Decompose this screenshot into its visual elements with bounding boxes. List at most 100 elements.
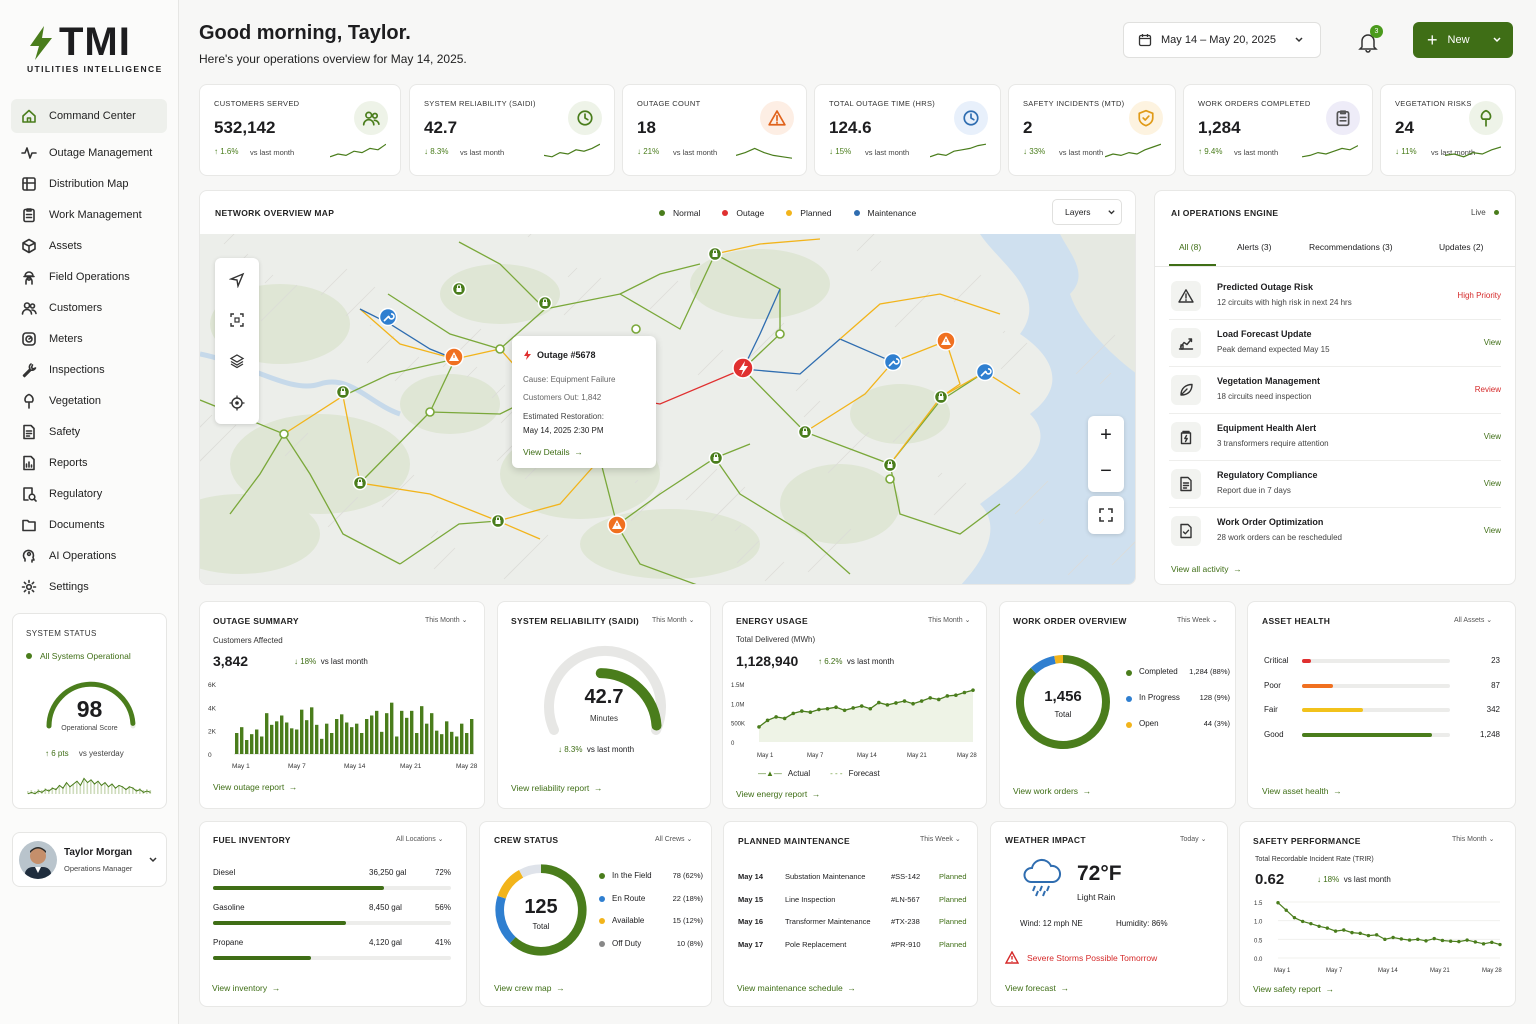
ai-tab[interactable]: Recommendations (3) <box>1309 242 1393 252</box>
sidebar-item-vegetation[interactable]: Vegetation <box>11 385 167 416</box>
sidebar-item-settings[interactable]: Settings <box>11 571 167 602</box>
outage-marker[interactable] <box>732 357 754 379</box>
node-marker[interactable] <box>279 429 289 439</box>
maintenance-row[interactable]: May 16 Transformer Maintenance #TX-238 Plan… <box>738 917 978 940</box>
outage-warning-marker[interactable] <box>607 515 627 535</box>
asset-health-row[interactable]: Fair 342 <box>1262 705 1502 730</box>
view-inventory-link[interactable]: View inventory → <box>212 983 280 993</box>
network-line[interactable] <box>839 293 1001 340</box>
crew-filter-dropdown[interactable]: All Crews ⌄ <box>655 836 693 843</box>
network-line[interactable] <box>429 393 751 527</box>
node-marker[interactable] <box>425 407 435 417</box>
node-marker[interactable] <box>775 329 785 339</box>
ai-item[interactable]: Regulatory Compliance Report due in 7 da… <box>1169 461 1501 508</box>
network-line[interactable] <box>399 520 499 565</box>
view-details-link[interactable]: View Details → <box>523 447 583 457</box>
substation-marker[interactable] <box>490 513 506 529</box>
kpi-card-total-outage-time-hrs[interactable]: TOTAL OUTAGE TIME (HRS) 124.6 ↓ 15% vs l… <box>814 84 1001 176</box>
network-line[interactable] <box>742 288 781 370</box>
work-order-filter-dropdown[interactable]: This Week ⌄ <box>1177 617 1218 624</box>
maintenance-row[interactable]: May 17 Pole Replacement #PR-910 Planned <box>738 940 978 963</box>
fuel-filter-dropdown[interactable]: All Locations ⌄ <box>396 836 444 843</box>
maintenance-marker[interactable] <box>975 362 995 382</box>
asset-filter-dropdown[interactable]: All Assets ⌄ <box>1454 617 1493 624</box>
kpi-card-outage-count[interactable]: OUTAGE COUNT 18 ↓ 21% vs last month <box>622 84 807 176</box>
substation-marker[interactable] <box>537 295 553 311</box>
substation-marker[interactable] <box>933 389 949 405</box>
safety-filter-dropdown[interactable]: This Month ⌄ <box>1452 836 1495 843</box>
chevron-down-icon[interactable] <box>148 855 158 865</box>
ai-item[interactable]: Equipment Health Alert 3 transformers re… <box>1169 414 1501 461</box>
kpi-card-system-reliability-saidi[interactable]: SYSTEM RELIABILITY (SAIDI) 42.7 ↓ 8.3% v… <box>409 84 615 176</box>
date-range-picker[interactable]: May 14 – May 20, 2025 <box>1123 22 1321 58</box>
substation-marker[interactable] <box>797 424 813 440</box>
ai-item[interactable]: Load Forecast Update Peak demand expecte… <box>1169 320 1501 367</box>
maintenance-marker[interactable] <box>378 307 398 327</box>
network-line[interactable] <box>804 340 947 433</box>
view-crew-map-link[interactable]: View crew map → <box>494 983 565 993</box>
view-work-orders-link[interactable]: View work orders → <box>1013 786 1091 796</box>
outage-warning-marker[interactable] <box>444 347 464 367</box>
sidebar-item-work-management[interactable]: Work Management <box>11 199 167 230</box>
sidebar-item-outage-management[interactable]: Outage Management <box>11 137 167 168</box>
view-energy-report-link[interactable]: View energy report → <box>736 789 820 799</box>
sidebar-item-reports[interactable]: Reports <box>11 447 167 478</box>
ai-item-action[interactable]: View <box>1483 338 1501 347</box>
ai-item[interactable]: Vegetation Management 18 circuits need i… <box>1169 367 1501 414</box>
user-card[interactable]: Taylor Morgan Operations Manager <box>12 832 167 887</box>
new-button[interactable]: + New <box>1413 22 1513 58</box>
substation-marker[interactable] <box>882 457 898 473</box>
kpi-card-vegetation-risks[interactable]: VEGETATION RISKS 24 ↓ 11% vs last month <box>1380 84 1516 176</box>
legend-normal[interactable]: Normal <box>659 208 700 218</box>
sidebar-item-assets[interactable]: Assets <box>11 230 167 261</box>
asset-health-row[interactable]: Poor 87 <box>1262 681 1502 706</box>
ai-item-action[interactable]: Review <box>1474 385 1501 394</box>
zoom-out-button[interactable]: − <box>1100 460 1112 482</box>
sidebar-item-meters[interactable]: Meters <box>11 323 167 354</box>
select-area-icon[interactable] <box>229 312 245 328</box>
view-outage-report-link[interactable]: View outage report → <box>213 782 297 792</box>
outage-filter-dropdown[interactable]: This Month ⌄ <box>425 617 468 624</box>
kpi-card-customers-served[interactable]: CUSTOMERS SERVED 532,142 ↑ 1.6% vs last … <box>199 84 401 176</box>
maintenance-marker[interactable] <box>883 352 903 372</box>
weather-filter-dropdown[interactable]: Today ⌄ <box>1180 836 1207 843</box>
view-forecast-link[interactable]: View forecast → <box>1005 983 1069 993</box>
substation-marker[interactable] <box>352 475 368 491</box>
sidebar-item-inspections[interactable]: Inspections <box>11 354 167 385</box>
asset-health-row[interactable]: Critical 23 <box>1262 656 1502 681</box>
zoom-in-button[interactable]: + <box>1100 424 1112 446</box>
ai-item[interactable]: Work Order Optimization 28 work orders c… <box>1169 508 1501 555</box>
network-line[interactable] <box>619 263 701 295</box>
kpi-card-safety-incidents-mtd[interactable]: SAFETY INCIDENTS (MTD) 2 ↓ 33% vs last m… <box>1008 84 1176 176</box>
ai-item-action[interactable]: View <box>1483 479 1501 488</box>
node-marker[interactable] <box>631 324 641 334</box>
layers-icon[interactable] <box>229 353 245 369</box>
sidebar-item-field-operations[interactable]: Field Operations <box>11 261 167 292</box>
ai-item-action[interactable]: View <box>1483 432 1501 441</box>
saidi-filter-dropdown[interactable]: This Month ⌄ <box>652 617 695 624</box>
network-line[interactable] <box>742 338 894 375</box>
locate-icon[interactable] <box>229 395 245 411</box>
ai-tab[interactable]: Updates (2) <box>1439 242 1483 252</box>
network-line[interactable] <box>229 433 285 515</box>
network-line[interactable] <box>283 394 541 540</box>
legend-maintenance[interactable]: Maintenance <box>853 208 916 218</box>
notifications-button[interactable]: 3 <box>1355 25 1383 54</box>
network-line[interactable] <box>359 308 456 360</box>
energy-filter-dropdown[interactable]: This Month ⌄ <box>928 617 971 624</box>
outage-warning-marker[interactable] <box>936 331 956 351</box>
view-maintenance-link[interactable]: View maintenance schedule → <box>737 983 856 993</box>
view-all-activity-link[interactable]: View all activity → <box>1171 564 1242 574</box>
substation-marker[interactable] <box>707 246 723 262</box>
sidebar-item-distribution-map[interactable]: Distribution Map <box>11 168 167 199</box>
navigate-icon[interactable] <box>229 272 245 288</box>
sidebar-item-documents[interactable]: Documents <box>11 509 167 540</box>
sidebar-item-safety[interactable]: Safety <box>11 416 167 447</box>
substation-marker[interactable] <box>451 281 467 297</box>
network-line[interactable] <box>714 457 851 575</box>
network-line[interactable] <box>714 238 821 255</box>
ai-item-action[interactable]: View <box>1483 526 1501 535</box>
asset-health-row[interactable]: Good 1,248 <box>1262 730 1502 755</box>
view-reliability-report-link[interactable]: View reliability report → <box>511 783 603 793</box>
sidebar-item-ai-operations[interactable]: AI Operations <box>11 540 167 571</box>
